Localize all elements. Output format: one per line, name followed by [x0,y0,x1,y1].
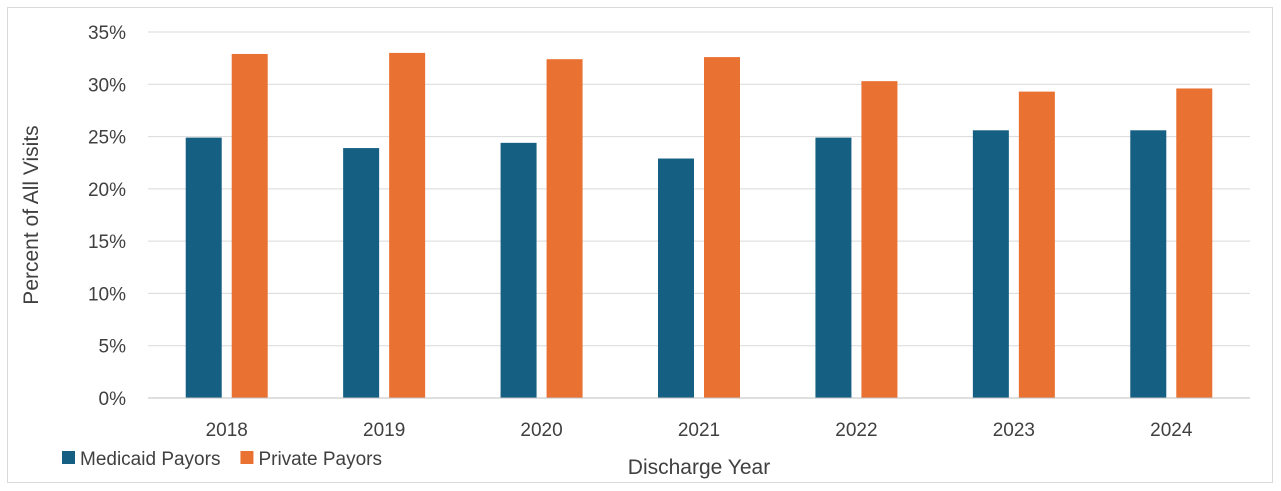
bars [185,52,1213,399]
gridlines [148,31,1250,347]
x-tick-label: 2022 [835,420,877,441]
bar-medicaid-2021 [658,158,694,398]
y-tick-label: 5% [99,337,127,358]
bar-medicaid-2018 [185,137,222,399]
bar-private-2019 [389,52,426,399]
y-tick-label: 0% [99,389,127,410]
x-tick-label: 2018 [206,420,248,441]
y-tick-label: 20% [88,180,126,201]
y-tick-label: 35% [88,23,126,44]
bar-private-2024 [1176,88,1213,399]
y-tick-label: 30% [88,75,126,96]
legend-label: Medicaid Payors [80,449,220,470]
bar-medicaid-2019 [343,148,380,398]
chart-frame [7,7,1273,483]
x-axis-ticks: 2018 2019 2020 2021 2022 2023 2024 [206,420,1193,441]
bar-medicaid-2023 [972,130,1009,398]
bar-private-2018 [231,53,268,399]
bar-medicaid-2022 [815,137,852,399]
bar-private-2020 [546,59,583,399]
x-tick-label: 2024 [1150,420,1193,441]
y-tick-label: 25% [88,128,126,149]
bar-private-2023 [1018,91,1055,398]
bar-private-2021 [704,57,740,399]
bar-private-2022 [861,81,898,399]
y-tick-label: 15% [88,232,126,253]
y-axis-ticks: 0% 5% 10% 15% 20% 25% 30% 35% [88,23,126,410]
legend-swatch [62,451,75,464]
legend-label: Private Payors [258,449,382,470]
x-tick-label: 2019 [363,420,405,441]
y-tick-label: 10% [88,284,126,305]
y-axis-title: Percent of All Visits [20,125,43,304]
legend-swatch [240,451,254,464]
bar-medicaid-2020 [500,142,537,398]
x-tick-label: 2020 [520,420,562,441]
x-tick-label: 2023 [993,420,1035,441]
legend: Medicaid Payors Private Payors [62,449,382,470]
bar-medicaid-2024 [1130,130,1167,398]
x-axis-title: Discharge Year [628,456,770,479]
x-tick-label: 2021 [678,420,720,441]
